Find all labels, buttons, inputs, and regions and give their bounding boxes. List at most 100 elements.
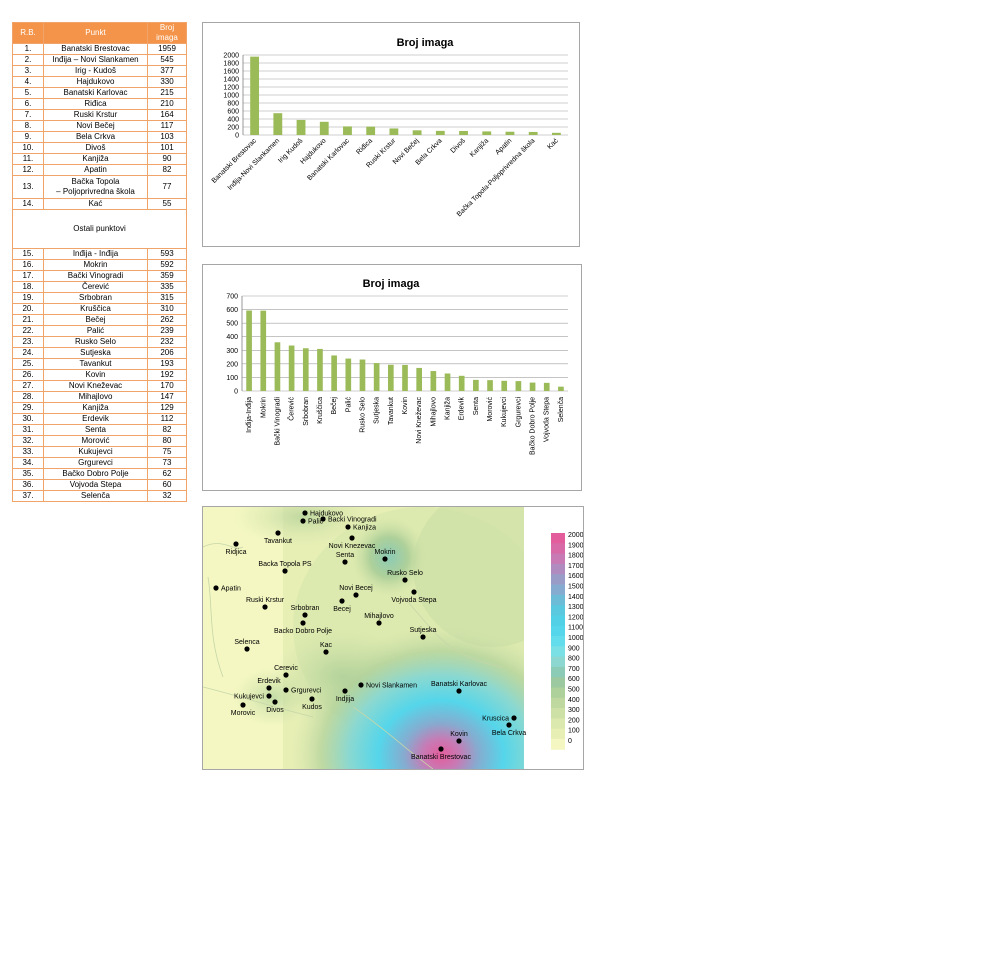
cell-rb: 37. — [12, 490, 44, 502]
table-row: 36. Vojvoda Stepa 60 — [12, 479, 187, 491]
cell-rb: 32. — [12, 435, 44, 447]
x-tick-label: Mokrin — [260, 397, 267, 418]
legend-tick-label: 1200 — [568, 614, 583, 621]
cell-broj: 262 — [147, 314, 187, 326]
table-row: 28. Mihajlovo 147 — [12, 391, 187, 403]
table-row: 22. Palić 239 — [12, 325, 187, 337]
heatmap-frame: Hajdukovo Backi Vinogradi Palic Kanjiza Tava… — [202, 506, 584, 770]
legend-swatch — [551, 728, 565, 740]
bar — [402, 364, 408, 391]
map-point-label: Divos — [266, 707, 284, 714]
cell-rb: 35. — [12, 468, 44, 480]
table-row: 35. Bačko Dobro Polje 62 — [12, 468, 187, 480]
x-tick-label: Selenča — [558, 397, 565, 422]
cell-broj: 1959 — [147, 43, 187, 55]
y-tick-label: 200 — [227, 125, 239, 132]
legend-swatch — [551, 543, 565, 555]
cell-punkt: Mokrin — [43, 259, 148, 271]
cell-broj: 90 — [147, 153, 187, 165]
map-point-label: Cerevic — [274, 665, 298, 672]
map-point — [302, 510, 308, 516]
table-row: 30. Erdevik 112 — [12, 413, 187, 425]
bar — [528, 131, 538, 135]
legend-tick-label: 200 — [568, 717, 580, 724]
table-row: 15. Inđija - Inđija 593 — [12, 248, 187, 260]
legend-swatch — [551, 533, 565, 544]
map-point-label: Erdevik — [257, 678, 281, 685]
cell-punkt: Selenča — [43, 490, 148, 502]
x-tick-label: Palić — [345, 397, 352, 413]
legend-tick-label: 1800 — [568, 553, 583, 560]
y-tick-label: 500 — [226, 321, 238, 328]
x-tick-label: Banatski Karlovac — [306, 137, 351, 182]
cell-punkt: Palić — [43, 325, 148, 337]
cell-punkt: Kukujevci — [43, 446, 148, 458]
y-tick-label: 600 — [226, 307, 238, 314]
cell-punkt: Erdevik — [43, 413, 148, 425]
cell-broj: 129 — [147, 402, 187, 414]
map-point-label: Senta — [336, 552, 354, 559]
map-point-label: Kudos — [302, 704, 322, 711]
bar — [389, 128, 399, 135]
legend-swatch — [551, 687, 565, 699]
bar — [551, 132, 561, 135]
cell-punkt: Kruščica — [43, 303, 148, 315]
section-label: Ostali punktovi — [12, 209, 187, 249]
y-tick-label: 1200 — [223, 85, 239, 92]
cell-punkt: Inđija – Novi Slankamen — [43, 54, 148, 66]
legend-tick-label: 1000 — [568, 635, 583, 642]
y-tick-label: 0 — [235, 133, 239, 140]
map-point — [240, 702, 246, 708]
cell-broj: 164 — [147, 109, 187, 121]
map-point — [283, 672, 289, 678]
cell-punkt: Sutjeska — [43, 347, 148, 359]
map-point-label: Vojvoda Stepa — [391, 597, 436, 604]
x-tick-label: Kovin — [402, 397, 409, 415]
x-tick-label: Srbobran — [303, 397, 310, 426]
bar — [416, 367, 423, 391]
table-row: 23. Rusko Selo 232 — [12, 336, 187, 348]
cell-punkt-line1: Bačka Topola — [71, 177, 120, 186]
cell-rb: 10. — [12, 142, 44, 154]
map-point-label: Kovin — [450, 731, 468, 738]
cell-rb: 14. — [12, 198, 44, 210]
cell-broj: 147 — [147, 391, 187, 403]
map-point — [213, 585, 219, 591]
cell-rb: 18. — [12, 281, 44, 293]
y-tick-label: 400 — [226, 334, 238, 341]
heatmap-legend: 2000190018001700160015001400130012001100… — [551, 532, 584, 750]
y-tick-label: 300 — [226, 348, 238, 355]
map-point — [272, 699, 278, 705]
cell-punkt: Novi Kneževac — [43, 380, 148, 392]
bar — [317, 348, 323, 391]
map-point-label: Kanjiza — [353, 525, 376, 532]
bar — [373, 363, 380, 391]
map-point — [302, 612, 308, 618]
x-tick-label: Kanjiža — [469, 137, 490, 158]
legend-swatch — [551, 656, 565, 668]
legend-tick-label: 1900 — [568, 542, 583, 549]
map-point — [320, 516, 326, 522]
cell-punkt: Tavankut — [43, 358, 148, 370]
cell-rb: 12. — [12, 164, 44, 176]
chart2-svg: Broj imaga 0 100 200 300 400 500 600 700 Inđija-I… — [226, 278, 568, 455]
table-row: 25. Tavankut 193 — [12, 358, 187, 370]
x-tick-label: Kukujevci — [501, 397, 508, 427]
section-row: Ostali punktovi — [12, 209, 187, 249]
map-point — [438, 746, 444, 752]
x-tick-label: Bečej — [331, 397, 338, 415]
x-tick-label: Bačko Dobro Polje — [530, 397, 537, 455]
map-point-label: Hajdukovo — [310, 511, 343, 518]
legend-swatch — [551, 625, 565, 637]
map-point-label: Rusko Selo — [387, 570, 423, 577]
cell-punkt: Apatin — [43, 164, 148, 176]
map-point — [266, 685, 272, 691]
legend-tick-label: 1600 — [568, 573, 583, 580]
cell-broj: 112 — [147, 413, 187, 425]
x-tick-label: Morović — [487, 397, 494, 422]
x-tick-label: Riđica — [355, 137, 374, 156]
bar — [273, 113, 283, 135]
bar — [288, 345, 295, 391]
table-row: 17. Bački Vinogradi 359 — [12, 270, 187, 282]
map-point-label: Kruscica — [482, 716, 509, 723]
